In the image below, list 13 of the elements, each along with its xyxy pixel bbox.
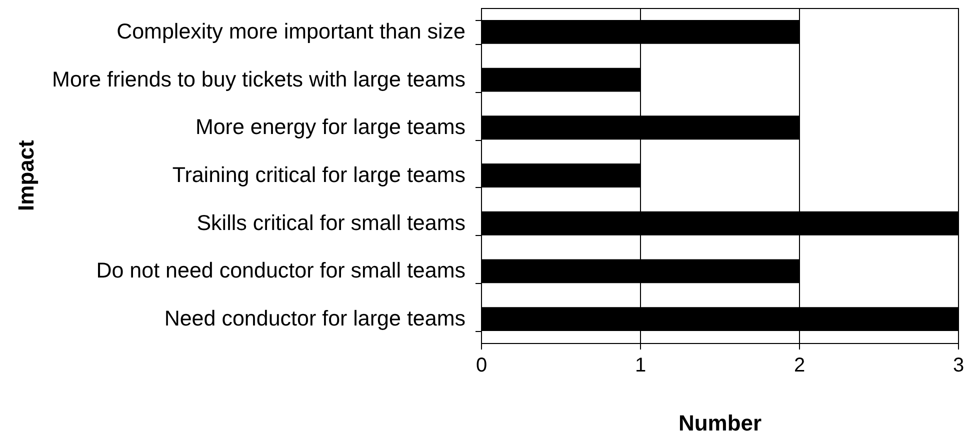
y-tick-label: Training critical for large teams — [172, 163, 466, 187]
y-tick-label: Skills critical for small teams — [196, 210, 466, 235]
y-tick-label: Complexity more important than size — [116, 19, 466, 44]
x-tick-label: 1 — [634, 354, 646, 376]
y-tick-label: Do not need conductor for small teams — [96, 258, 466, 283]
x-tick-label: 0 — [476, 354, 488, 376]
x-tick-label: 2 — [794, 354, 806, 376]
y-tick-label: Need conductor for large teams — [164, 306, 466, 331]
y-tick-label: More friends to buy tickets with large teams — [52, 67, 466, 92]
y-axis-title: Impact — [14, 139, 38, 211]
y-tick-label: More energy for large teams — [195, 115, 466, 140]
x-axis-title: Number — [678, 410, 762, 436]
x-tick-label: 3 — [952, 354, 964, 376]
